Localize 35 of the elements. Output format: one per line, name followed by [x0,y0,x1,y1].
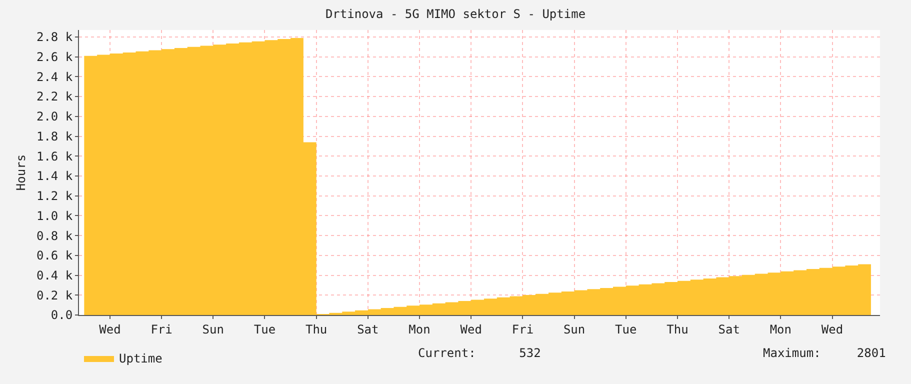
legend-label: Uptime [119,352,162,366]
x-tick-label: Sun [563,322,586,336]
y-tick-label: 1.8 k [36,129,74,144]
y-tick-label: 0.6 k [36,248,74,263]
y-tick-label: 1.4 k [36,169,74,184]
y-tick-label: 2.0 k [36,110,74,124]
x-tick-label: Wed [460,322,482,336]
y-tick-label: 2.4 k [36,70,74,84]
y-axis-title: Hours [14,154,28,191]
x-tick-label: Wed [821,322,844,336]
text: Maximum: 2801 [763,346,886,360]
y-tick-label: 0.4 k [36,268,74,282]
x-tick-label: Fri [512,322,534,336]
text: Current: 532 [418,346,541,360]
y-tick-label: 0.8 k [36,228,74,243]
x-tick-label: Sat [718,322,740,336]
x-tick-label: Fri [150,322,172,336]
y-tick-label: 0.2 k [36,288,74,302]
x-tick-label: Mon [408,322,430,336]
y-tick-label: 1.2 k [36,189,74,204]
x-tick-label: Thu [666,322,688,336]
x-tick-label: Mon [770,322,792,336]
x-tick-label: Thu [305,322,328,336]
x-tick-label: Wed [99,322,121,336]
x-tick-label: Sat [357,322,379,336]
y-tick-label: 1.6 k [36,149,74,164]
x-tick-label: Sun [202,322,224,336]
y-tick-label: 2.2 k [36,90,74,104]
y-tick-label: 1.0 k [36,208,74,223]
y-tick-label: 2.6 k [36,50,74,64]
y-tick-label: 2.8 k [36,30,74,44]
x-tick-label: Tue [615,322,637,336]
chart-title: Drtinova - 5G MIMO sektor S - Uptime [325,7,586,21]
x-tick-label: Tue [254,322,276,336]
y-tick-label: 0.0 [50,308,73,322]
